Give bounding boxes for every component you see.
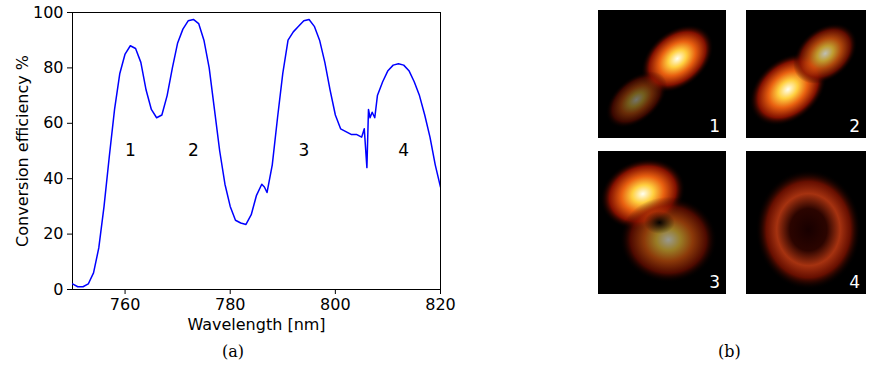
svg-text:780: 780 [215, 295, 246, 314]
svg-text:80: 80 [43, 58, 63, 77]
svg-text:820: 820 [425, 295, 456, 314]
svg-text:800: 800 [320, 295, 351, 314]
svg-text:20: 20 [43, 224, 63, 243]
svg-text:40: 40 [43, 169, 63, 188]
svg-text:3: 3 [298, 140, 309, 160]
svg-text:100: 100 [33, 3, 64, 22]
svg-text:Wavelength [nm]: Wavelength [nm] [187, 315, 325, 334]
html-text:(b): (b) [718, 342, 741, 361]
svg-text:60: 60 [43, 113, 63, 132]
svg-text:4: 4 [849, 272, 860, 292]
svg-text:2: 2 [849, 116, 860, 136]
svg-text:1: 1 [709, 116, 720, 136]
svg-text:Conversion efficiency %: Conversion efficiency % [13, 55, 32, 247]
svg-text:2: 2 [188, 140, 199, 160]
html-text:(a): (a) [222, 342, 244, 361]
svg-text:3: 3 [709, 272, 720, 292]
svg-text:0: 0 [53, 280, 63, 299]
svg-text:1: 1 [125, 140, 136, 160]
svg-text:4: 4 [398, 140, 409, 160]
svg-text:760: 760 [110, 295, 141, 314]
